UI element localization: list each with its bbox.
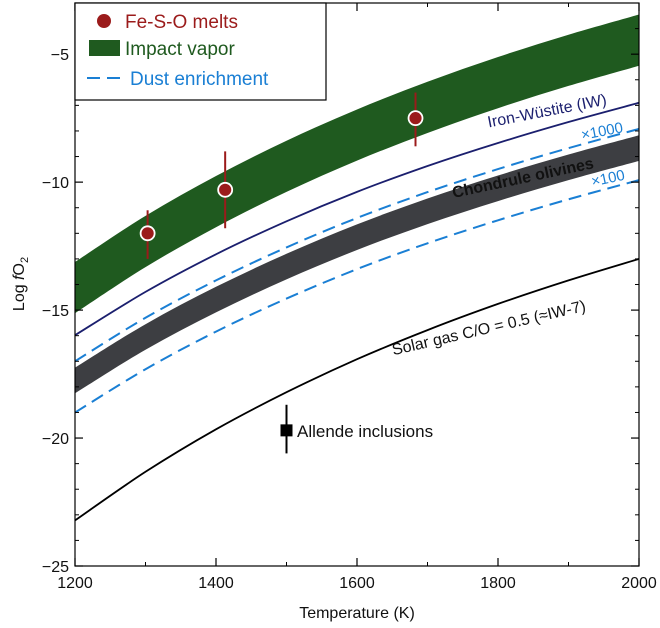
annotation-x100: ×100: [590, 167, 627, 191]
y-axis-label-sub: 2: [19, 257, 31, 263]
y-axis-label-prefix: Log: [11, 280, 28, 311]
points-layer: [139, 92, 424, 454]
fe-s-o-melt-point-2: [407, 110, 424, 127]
y-axis-label-main: O: [11, 263, 28, 275]
y-axis-label: Log fO2: [11, 257, 31, 311]
legend-label-dust-enrichment: Dust enrichment: [130, 69, 269, 90]
y-tick-label--20: −20: [42, 431, 69, 448]
annotation-allende-inclusions: Allende inclusions: [297, 422, 433, 441]
y-tick-label--15: −15: [42, 303, 69, 320]
x-axis-label: Temperature (K): [299, 605, 415, 622]
legend-marker-impact-vapor: [89, 40, 120, 56]
x-tick-label-1800: 1800: [480, 575, 516, 592]
band-chondrule-olivines: [75, 135, 639, 394]
y-axis-label-italic: f: [11, 274, 28, 280]
allende-point: [280, 424, 293, 437]
x-tick-label-1200: 1200: [57, 575, 93, 592]
band-impact-vapor: [75, 14, 639, 314]
annotation-x1000: ×1000: [580, 119, 625, 144]
x-tick-label-1400: 1400: [198, 575, 234, 592]
ticks-layer: 1200 1400 1600 1800 2000 −25 −20 −15 −10 −5: [42, 3, 657, 592]
x-tick-label-2000: 2000: [621, 575, 657, 592]
y-tick-label--10: −10: [42, 175, 69, 192]
y-tick-label--25: −25: [42, 559, 69, 576]
lines-layer: [75, 101, 639, 522]
fe-s-o-melt-point-0: [139, 225, 156, 242]
line-solar-gas-c-o-0-5-iw-7: [75, 258, 639, 522]
legend-marker-fe-s-o-melts: [97, 14, 111, 28]
bands-layer: [75, 14, 639, 394]
y-tick-label--5: −5: [51, 47, 69, 64]
legend: Fe-S-O melts Impact vapor Dust enrichmen…: [74, 2, 327, 101]
legend-label-fe-s-o-melts: Fe-S-O melts: [125, 12, 238, 33]
line-iron-w-stite-iw: [75, 101, 639, 336]
legend-label-impact-vapor: Impact vapor: [125, 39, 235, 60]
x-tick-label-1600: 1600: [339, 575, 375, 592]
fe-s-o-melt-point-1: [217, 181, 234, 198]
